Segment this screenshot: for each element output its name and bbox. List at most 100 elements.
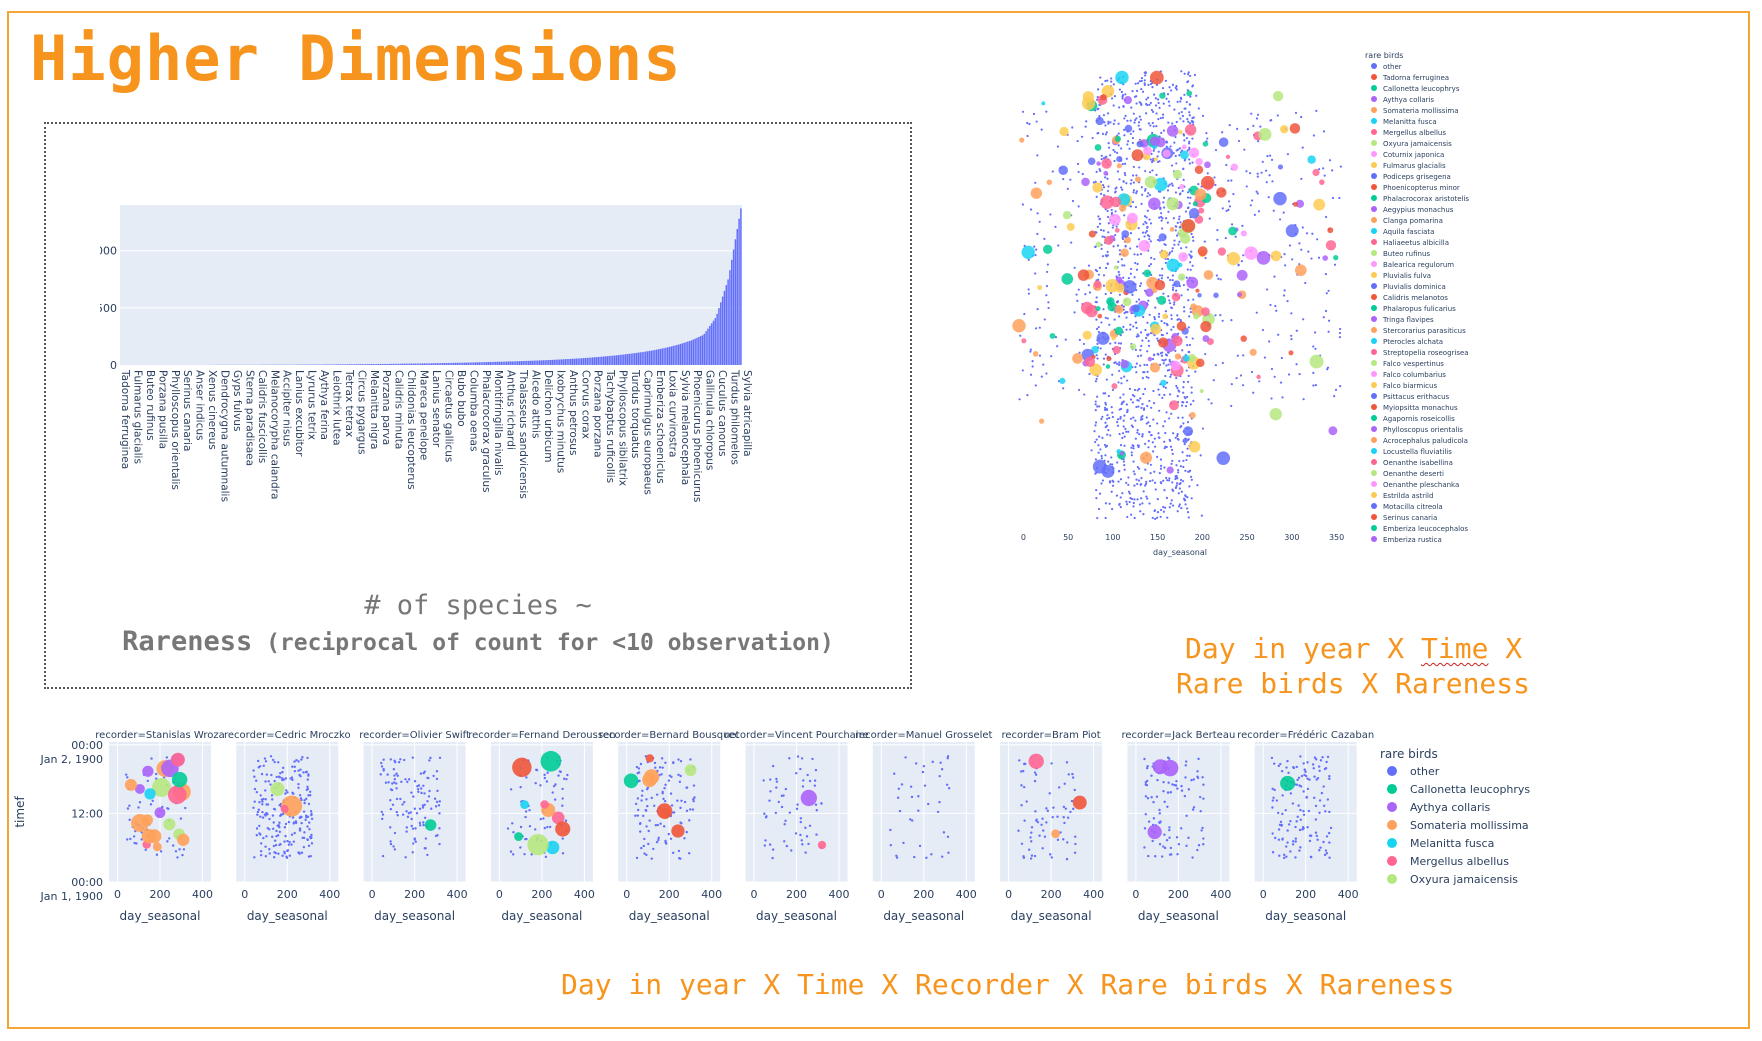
facet-point-other [562, 777, 566, 780]
scatter-point-other [1132, 416, 1135, 419]
scatter-point-other [1104, 392, 1107, 395]
scatter-point-other [1117, 144, 1120, 147]
scatter-point-other [1127, 476, 1130, 479]
scatter-point-other [1106, 79, 1109, 82]
facet-point-other [421, 804, 425, 807]
facet-point-other [257, 766, 260, 769]
scatter-point-rare [1199, 388, 1204, 394]
scatter-point-other [1121, 237, 1125, 241]
scatter-point-other [1268, 174, 1271, 177]
facet-point-other [275, 775, 278, 779]
bar [727, 279, 729, 365]
scatter-point-other [1256, 192, 1259, 195]
scatter-point-rare [1158, 233, 1167, 242]
scatter-point-other [1092, 181, 1095, 184]
facet-point-other [284, 777, 288, 780]
scatter-point-other [1131, 293, 1134, 296]
scatter-legend-marker [1371, 470, 1377, 476]
scatter-point-rare [1166, 258, 1180, 272]
scatter-point-rare [1101, 464, 1115, 478]
scatter-point-other [1125, 500, 1128, 503]
facet-point-other [310, 842, 314, 845]
bar [544, 360, 546, 365]
scatter-point-other [1207, 398, 1210, 401]
facet-point-other [904, 756, 907, 759]
bar-x-tick: Montifringilla nivalis [492, 370, 504, 475]
scatter-point-other [1153, 93, 1156, 96]
facet-point-other [1202, 783, 1205, 786]
scatter-point-other [1188, 114, 1191, 117]
scatter-point-other [1098, 266, 1102, 270]
scatter-point-other [1256, 113, 1260, 116]
scatter-point-other [1103, 408, 1107, 411]
facet-point-other [806, 773, 809, 777]
facet-point-other [637, 771, 641, 774]
facet-point-other [282, 778, 286, 781]
scatter-point-other [1171, 83, 1175, 87]
scatter-point-other [1267, 196, 1270, 199]
scatter-point-other [1167, 100, 1171, 103]
facet-point-other [1196, 770, 1199, 773]
scatter-point-other [1237, 139, 1241, 143]
scatter-point-other [1168, 477, 1171, 480]
bar [709, 325, 711, 365]
scatter-point-rare [1180, 150, 1189, 160]
scatter-point-other [1135, 192, 1138, 195]
facet-point-other [799, 817, 803, 820]
scatter-point-other [1137, 479, 1141, 482]
facet-point-other [279, 771, 282, 775]
scatter-point-rare [1196, 358, 1205, 368]
bar [590, 357, 592, 365]
facet-point-other [307, 802, 311, 806]
facet-point-other [273, 779, 276, 783]
facet-point-other [264, 780, 267, 783]
facet-point-other [435, 770, 439, 773]
bar [641, 352, 643, 365]
scatter-point-other [1102, 363, 1105, 366]
scatter-point-other [1317, 256, 1321, 259]
facet-point-other [788, 811, 792, 814]
scatter-point-other [1158, 160, 1161, 163]
scatter-point-other [1230, 319, 1233, 322]
scatter-point-other [1098, 405, 1101, 408]
facet-point-other [310, 833, 313, 837]
facet-point-other [679, 806, 682, 810]
scatter-legend-item: Falco vespertinus [1383, 360, 1444, 368]
scatter-point-other [1116, 418, 1120, 421]
facet-point-other [1022, 785, 1026, 789]
scatter-point-other [1095, 195, 1098, 198]
scatter-point-other [1316, 238, 1319, 241]
scatter-point-other [1036, 212, 1039, 215]
facet-point-other [426, 853, 429, 857]
scatter-point-other [1097, 273, 1101, 276]
scatter-point-other [1132, 130, 1135, 133]
scatter-point-other [1131, 200, 1135, 204]
scatter-point-other [1087, 284, 1090, 287]
facet-point-other [428, 759, 431, 762]
facet-legend-item: Oxyura jamaicensis [1410, 873, 1518, 886]
scatter-point-other [1117, 342, 1120, 345]
bar [593, 357, 596, 365]
facet-x-tick: 400 [1083, 888, 1104, 901]
scatter-point-other [1300, 248, 1303, 251]
scatter-point-other [1095, 354, 1098, 357]
scatter-point-other [1314, 383, 1317, 387]
facet-point-other [399, 797, 402, 801]
scatter-point-other [1151, 516, 1154, 520]
scatter-point-other [1270, 158, 1274, 161]
facet-point-other [1286, 829, 1289, 832]
scatter-point-other [1136, 465, 1139, 469]
scatter-point-other [1141, 231, 1145, 234]
facet-point-other [653, 761, 657, 765]
facet-point-other [641, 789, 644, 793]
bar [635, 352, 638, 365]
scatter-point-rare [1124, 124, 1133, 133]
facet-point-other [678, 780, 682, 784]
scatter-point-other [1098, 217, 1102, 221]
scatter-point-other [1132, 447, 1135, 450]
scatter-point-rare [1327, 227, 1334, 234]
scatter-point-other [1120, 90, 1123, 94]
facet-point-other [264, 845, 267, 848]
scatter-point-other [1149, 262, 1153, 266]
